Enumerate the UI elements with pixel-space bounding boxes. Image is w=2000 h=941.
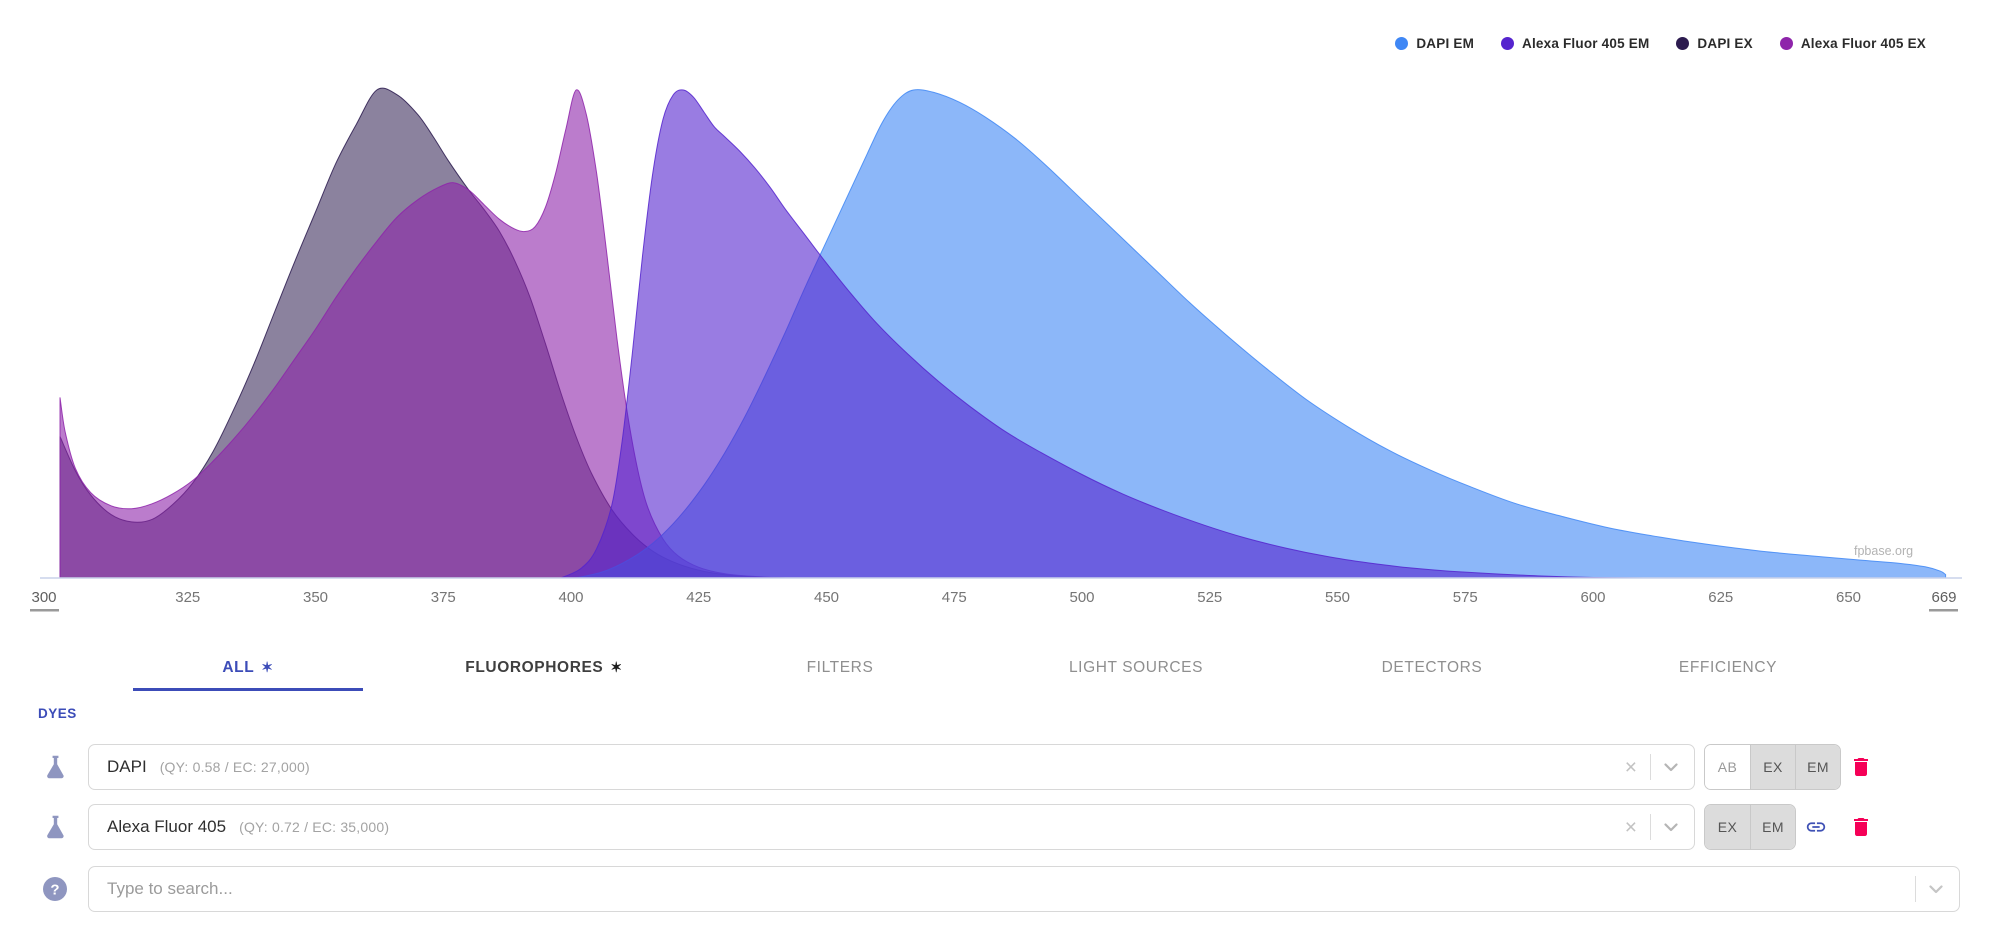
dye-row-alexa-405: Alexa Fluor 405 (QY: 0.72 / EC: 35,000) … [0,804,2000,850]
mode-ex-button[interactable]: EX [1705,805,1750,849]
chart-legend: DAPI EM Alexa Fluor 405 EM DAPI EX Alexa Fl… [1395,36,1926,51]
search-placeholder: Type to search... [107,879,233,898]
select-controls [1915,867,1959,911]
spectrum-area-alexa-fluor-405-em[interactable] [560,89,1645,579]
x-tick-label: 625 [1708,589,1733,606]
tab-filters[interactable]: FILTERS [806,658,874,676]
legend-dot-icon [1779,37,1793,50]
x-tick-label: 575 [1453,589,1478,606]
x-min-handle[interactable]: 300 [31,589,56,606]
delete-row-button[interactable] [1849,754,1873,780]
divider [1650,754,1651,780]
chevron-down-icon[interactable] [1929,884,1943,894]
chevron-down-icon[interactable] [1664,822,1678,832]
dye-row-dapi: DAPI (QY: 0.58 / EC: 27,000) × AB EX EM [0,744,2000,790]
help-icon[interactable]: ? [42,876,68,902]
clear-icon[interactable]: × [1624,755,1637,779]
legend-dot-icon [1501,37,1515,50]
dye-select-alexa-405[interactable]: Alexa Fluor 405 (QY: 0.72 / EC: 35,000) … [88,804,1695,850]
mode-ab-button[interactable]: AB [1705,745,1750,789]
select-controls: × [1625,805,1694,849]
dye-select-dapi[interactable]: DAPI (QY: 0.58 / EC: 27,000) × [88,744,1695,790]
x-tick-label: 425 [686,589,711,606]
x-tick-label: 650 [1836,589,1861,606]
legend-label: Alexa Fluor 405 EX [1800,36,1926,51]
dye-name: DAPI [107,757,147,776]
clear-icon[interactable]: × [1624,815,1637,839]
legend-item[interactable]: Alexa Fluor 405 EM [1501,36,1649,51]
legend-label: DAPI EM [1416,36,1475,51]
x-tick-label: 375 [431,589,456,606]
divider [1650,814,1651,840]
search-input[interactable]: Type to search... [88,866,1960,912]
legend-label: Alexa Fluor 405 EM [1522,36,1650,51]
section-label-dyes: DYES [38,706,77,721]
tab-efficiency[interactable]: EFFICIENCY [1678,658,1778,676]
divider [1915,876,1916,902]
legend-item[interactable]: DAPI EM [1395,36,1474,51]
flask-icon [42,814,69,841]
legend-item[interactable]: Alexa Fluor 405 EX [1779,36,1926,51]
x-max-handle-grip[interactable] [1929,609,1958,612]
x-tick-label: 350 [303,589,328,606]
search-row: ? Type to search... [0,866,2000,912]
chevron-down-icon[interactable] [1664,762,1678,772]
x-tick-label: 600 [1580,589,1605,606]
select-controls: × [1625,745,1694,789]
flask-icon [42,754,69,781]
legend-dot-icon [1676,37,1690,50]
delete-row-button[interactable] [1849,814,1873,840]
legend-dot-icon [1395,37,1409,50]
svg-text:?: ? [50,882,59,899]
legend-label: DAPI EX [1697,36,1753,51]
x-tick-label: 500 [1069,589,1094,606]
x-tick-label: 450 [814,589,839,606]
tab-detectors[interactable]: DETECTORS [1381,658,1483,676]
x-min-handle-grip[interactable] [30,609,59,612]
mode-ex-button[interactable]: EX [1750,745,1795,789]
x-tick-label: 400 [558,589,583,606]
x-tick-label: 475 [942,589,967,606]
mode-em-button[interactable]: EM [1795,745,1840,789]
x-tick-label: 525 [1197,589,1222,606]
x-tick-label: 325 [175,589,200,606]
tab-bar: ALL ✶ FLUOROPHORES ✶ FILTERS LIGHT SOURCES… [100,644,1876,691]
spectra-chart: 325 350 375 400 425 450 475 500 525 550 575 600 625 6… [30,87,1962,612]
watermark: fpbase.org [1854,544,1914,558]
tab-all[interactable]: ALL ✶ [100,644,396,691]
dye-meta: (QY: 0.72 / EC: 35,000) [239,819,390,835]
link-icon[interactable] [1801,816,1831,838]
dye-meta: (QY: 0.58 / EC: 27,000) [159,759,310,775]
mode-em-button[interactable]: EM [1750,805,1795,849]
x-tick-label: 550 [1325,589,1350,606]
mode-toggle-group: AB EX EM [1704,744,1841,790]
mode-toggle-group: EX EM [1704,804,1796,850]
x-max-handle[interactable]: 669 [1931,589,1956,606]
tab-light-sources[interactable]: LIGHT SOURCES [1068,658,1204,676]
dye-name: Alexa Fluor 405 [107,817,227,836]
star-icon: ✶ [261,659,274,675]
legend-item[interactable]: DAPI EX [1676,36,1753,51]
star-icon: ✶ [610,659,623,675]
tab-fluorophores[interactable]: FLUOROPHORES ✶ [465,658,623,676]
